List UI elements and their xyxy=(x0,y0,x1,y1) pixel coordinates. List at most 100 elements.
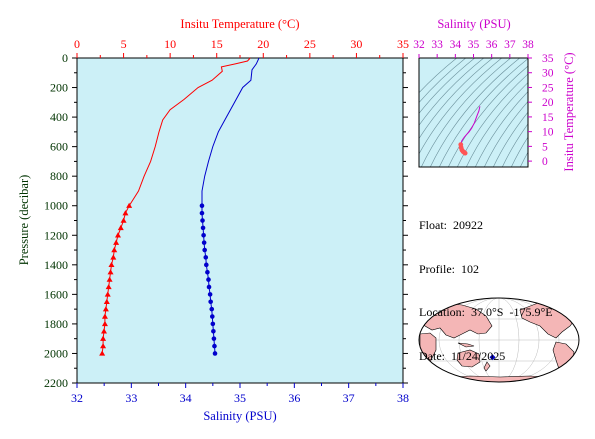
temperature-axis: 0 5 10 15 20 25 30 35 xyxy=(74,37,409,58)
temperature-point xyxy=(101,328,108,334)
salinity-tick-label: 35 xyxy=(234,391,246,405)
map-border xyxy=(418,297,580,383)
salinity-point xyxy=(205,269,210,275)
pressure-tick-label: 1400 xyxy=(44,258,68,272)
salinity-point xyxy=(206,284,212,290)
profile-number-text: Profile: 102 xyxy=(419,261,479,276)
ts-temperature-tick-label: 20 xyxy=(542,97,554,109)
temperature-point xyxy=(111,247,118,253)
temperature-point xyxy=(106,276,113,282)
temperature-point xyxy=(99,350,106,356)
ts-temperature-tick-label: 25 xyxy=(542,82,554,94)
density-contour xyxy=(419,58,494,140)
location-text: Location: 37.0°S -175.9°E xyxy=(419,305,553,319)
salinity-point xyxy=(204,262,209,268)
profile-series xyxy=(99,57,260,356)
temperature-tick-label: 15 xyxy=(211,37,223,51)
density-contours xyxy=(419,18,595,172)
temperature-point xyxy=(108,261,115,268)
ts-diagram: 32 33 34 35 36 37 38 0 5 10 15 20 25 30 35 Salinity (… xyxy=(413,17,595,172)
salinity-point xyxy=(209,306,215,312)
salinity-tick-label: 37 xyxy=(343,391,355,405)
temperature-point xyxy=(120,217,127,223)
temperature-point xyxy=(102,306,109,312)
salinity-point xyxy=(200,218,205,223)
pressure-tick-label: 1600 xyxy=(44,287,68,301)
ts-salinity-tick-label: 37 xyxy=(504,39,516,51)
temperature-tick-label: 20 xyxy=(257,37,269,51)
density-contour xyxy=(419,58,467,104)
date-text: Date: 11/24/2025 xyxy=(419,348,506,363)
salinity-tick-label: 38 xyxy=(397,391,409,405)
pressure-axis: 0 200 400 600 800 1000 1200 1400 1600 1800 2000 220… xyxy=(44,51,77,390)
temperature-tick-label: 10 xyxy=(164,37,176,51)
pressure-tick-label: 600 xyxy=(50,140,68,154)
pressure-tick-label: 1000 xyxy=(44,199,68,213)
ts-temperature-tick-label: 30 xyxy=(542,68,554,80)
land-indonesia xyxy=(457,342,475,348)
land-australia xyxy=(456,349,481,368)
temperature-point xyxy=(110,254,117,260)
ts-salinity-tick-label: 35 xyxy=(468,39,480,51)
temperature-tick-label: 25 xyxy=(304,37,316,51)
salinity-point xyxy=(208,299,213,305)
salinity-point xyxy=(201,240,207,245)
salinity-point xyxy=(199,203,205,209)
density-contour xyxy=(475,91,528,167)
salinity-point xyxy=(209,314,215,319)
float-id-text: Float: 20922 xyxy=(419,218,484,232)
salinity-point xyxy=(206,277,211,282)
density-contour xyxy=(419,58,503,155)
density-contour xyxy=(484,101,528,167)
temperature-point xyxy=(101,313,108,319)
float-info: Float: 20922 Profile: 102 Location: 37.0… xyxy=(419,189,553,392)
pressure-tick-label: 800 xyxy=(50,169,68,183)
pressure-tick-label: 2200 xyxy=(44,376,68,390)
ts-salinity-axis-title: Salinity (PSU) xyxy=(437,17,510,31)
salinity-point xyxy=(211,336,217,341)
temperature-point xyxy=(104,291,111,297)
pressure-tick-label: 1800 xyxy=(44,317,68,331)
salinity-point xyxy=(202,247,207,253)
ts-temperature-axis-title: Insitu Temperature (°C) xyxy=(562,52,576,171)
ts-salinity-tick-label: 33 xyxy=(431,39,443,51)
salinity-tick-label: 33 xyxy=(125,391,137,405)
temperature-point xyxy=(126,202,133,208)
salinity-point xyxy=(211,328,216,334)
location-map xyxy=(418,297,580,383)
salinity-tick-label: 36 xyxy=(288,391,300,405)
temperature-point xyxy=(101,320,108,327)
temperature-point xyxy=(117,224,124,231)
temperature-axis-title: Insitu Temperature (°C) xyxy=(180,17,299,31)
land-new-zealand xyxy=(483,361,491,372)
density-contour xyxy=(448,65,528,167)
salinity-point xyxy=(199,210,205,216)
ts-series xyxy=(458,106,481,156)
density-contour xyxy=(457,73,528,167)
temperature-point xyxy=(105,283,112,290)
ts-salinity-tick-label: 34 xyxy=(450,39,462,51)
pressure-tick-label: 2000 xyxy=(44,346,68,360)
density-contour xyxy=(527,18,595,172)
density-contour xyxy=(421,58,512,167)
ts-temperature-axis: 0 5 10 15 20 25 30 35 xyxy=(528,53,554,168)
salinity-point xyxy=(212,351,218,356)
salinity-point xyxy=(200,225,206,231)
density-contour xyxy=(466,82,528,167)
salinity-axis: 32 33 34 35 36 37 38 xyxy=(71,383,409,405)
temperature-point xyxy=(103,298,110,304)
density-contour xyxy=(430,58,521,167)
profile-plot-background xyxy=(77,58,403,383)
temperature-point xyxy=(113,239,120,245)
ts-temperature-tick-label: 15 xyxy=(542,112,554,124)
pressure-tick-label: 400 xyxy=(50,110,68,124)
density-contour xyxy=(419,58,458,94)
temperature-point xyxy=(107,269,114,275)
ts-salinity-tick-label: 32 xyxy=(413,39,425,51)
float-location-marker xyxy=(489,354,496,361)
ts-temperature-tick-label: 10 xyxy=(542,127,554,139)
salinity-tick-label: 34 xyxy=(180,391,192,405)
pressure-tick-label: 1200 xyxy=(44,228,68,242)
